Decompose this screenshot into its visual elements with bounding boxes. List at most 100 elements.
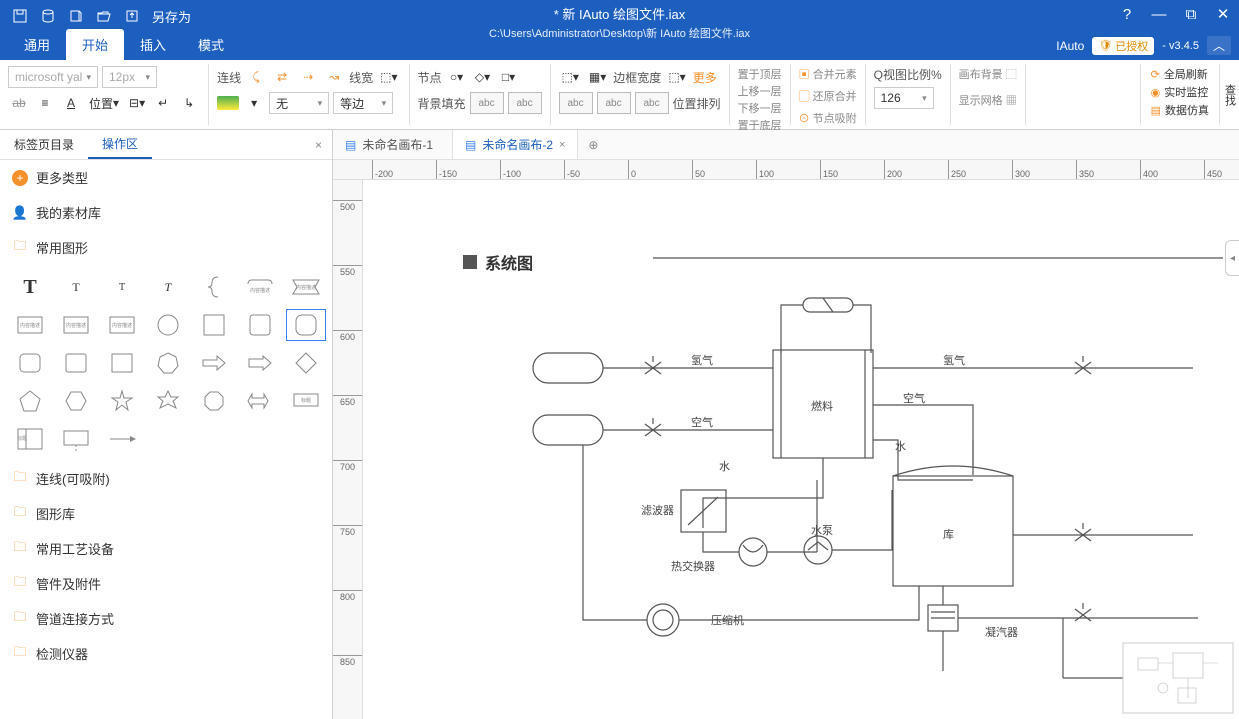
cat-equipment[interactable]: 🗀常用工艺设备 [0, 531, 332, 566]
tab-close-icon[interactable]: × [559, 139, 565, 151]
abc-box-1[interactable]: abc [470, 92, 504, 114]
shape-square[interactable] [194, 309, 234, 341]
realtime-button[interactable]: ◉实时监控 [1151, 84, 1209, 100]
node-style-3-icon[interactable]: □▾ [498, 66, 520, 88]
db-icon[interactable] [36, 4, 60, 28]
stroke-style-select[interactable]: 无 [269, 92, 329, 114]
search-button[interactable]: 查找 [1219, 64, 1239, 125]
more-types-item[interactable]: +更多类型 [0, 160, 332, 195]
border-width-dropdown[interactable]: ⬚▾ [665, 66, 688, 88]
node-style-2-icon[interactable]: ◇▾ [472, 66, 494, 88]
connector-4-icon[interactable]: ↝ [323, 66, 345, 88]
border-style-icon[interactable]: ▦▾ [586, 66, 609, 88]
cat-fittings[interactable]: 🗀管件及附件 [0, 566, 332, 601]
shape-arrow-right-2[interactable] [240, 347, 280, 379]
align-select[interactable]: 等边 [333, 92, 393, 114]
shape-hexagon[interactable] [56, 385, 96, 417]
line-width-dropdown[interactable]: ⬚▾ [377, 66, 400, 88]
shape-octagon[interactable] [194, 385, 234, 417]
minimap[interactable] [1123, 643, 1233, 713]
unmerge-button[interactable]: ▢ 还原合并 [799, 88, 857, 104]
save-as-button[interactable]: 另存为 [152, 7, 191, 26]
shape-box-2[interactable]: 内容描述 [56, 309, 96, 341]
shape-line-arrow[interactable] [102, 423, 142, 455]
shape-square-2[interactable] [102, 347, 142, 379]
my-library-item[interactable]: 👤我的素材库 [0, 195, 332, 230]
shape-split-box[interactable]: 标题 [10, 423, 50, 455]
cat-instruments[interactable]: 🗀检测仪器 [0, 636, 332, 671]
shape-dashed-box[interactable] [56, 423, 96, 455]
border-color-icon[interactable]: ⬚▾ [559, 66, 582, 88]
font-color-icon[interactable]: A [60, 92, 82, 114]
lp-close-icon[interactable]: × [305, 138, 332, 152]
shape-double-arrow[interactable] [240, 385, 280, 417]
shape-callout[interactable]: 标题 [286, 385, 326, 417]
doc-tab-2[interactable]: ▤未命名画布-2× [453, 130, 578, 159]
shape-text[interactable]: T [56, 271, 96, 303]
font-family-select[interactable]: microsoft yal [8, 66, 98, 88]
shape-box-1[interactable]: 内容描述 [10, 309, 50, 341]
z-down-button[interactable]: 下移一层 [738, 100, 782, 116]
global-refresh-button[interactable]: ⟳全局刷新 [1151, 66, 1209, 82]
shape-banner[interactable]: 内容描述 [286, 271, 326, 303]
cat-shape-lib[interactable]: 🗀图形库 [0, 496, 332, 531]
shape-bracket[interactable]: 内容描述 [240, 271, 280, 303]
v-align-icon[interactable]: ⊟▾ [126, 92, 148, 114]
abc-box-2[interactable]: abc [508, 92, 542, 114]
shape-text-small[interactable]: T [102, 271, 142, 303]
z-up-button[interactable]: 上移一层 [738, 83, 782, 99]
merge-button[interactable]: ▣ 合并元素 [799, 66, 857, 82]
shape-text-italic[interactable]: T [148, 271, 188, 303]
position-dropdown[interactable]: 位置▾ [86, 92, 122, 114]
shape-heptagon[interactable] [148, 347, 188, 379]
fill-none-icon[interactable]: ▾ [243, 92, 265, 114]
shape-rounded-4[interactable] [56, 347, 96, 379]
show-grid-button[interactable]: 显示网格 ▦ [959, 92, 1017, 108]
shape-arrow-right[interactable] [194, 347, 234, 379]
highlight-icon[interactable] [217, 96, 239, 110]
more-link[interactable]: 更多 [693, 69, 717, 86]
shape-star5[interactable] [102, 385, 142, 417]
strikethrough-icon[interactable]: ab [8, 92, 30, 114]
shape-circle[interactable] [148, 309, 188, 341]
lp-tab-toc[interactable]: 标签页目录 [0, 130, 88, 159]
cat-pipe-conn[interactable]: 🗀管道连接方式 [0, 601, 332, 636]
new-icon[interactable] [64, 4, 88, 28]
connector-1-icon[interactable]: ⤹ [245, 66, 267, 88]
view-ratio-select[interactable]: 126 [874, 87, 934, 109]
minimize-icon[interactable]: — [1149, 4, 1169, 24]
connector-3-icon[interactable]: ⇢ [297, 66, 319, 88]
menu-tab-mode[interactable]: 模式 [182, 29, 240, 60]
abc-box-4[interactable]: abc [597, 92, 631, 114]
canvas[interactable]: ◂ 系统图 [363, 180, 1239, 719]
export-icon[interactable] [120, 4, 144, 28]
abc-box-5[interactable]: abc [635, 92, 669, 114]
align-left-icon[interactable]: ≡ [34, 92, 56, 114]
shape-star6[interactable] [148, 385, 188, 417]
help-icon[interactable]: ? [1117, 4, 1137, 24]
doc-tab-1[interactable]: ▤未命名画布-1 [333, 130, 453, 159]
shape-brace-left[interactable] [194, 271, 234, 303]
open-icon[interactable] [92, 4, 116, 28]
cat-connectors[interactable]: 🗀连线(可吸附) [0, 461, 332, 496]
simulate-button[interactable]: ▤数据仿真 [1151, 102, 1209, 118]
menu-tab-start[interactable]: 开始 [66, 29, 124, 60]
canvas-bg-button[interactable]: 画布背景 ⬚ [959, 66, 1017, 82]
add-tab-button[interactable]: ⊕ [578, 138, 608, 152]
menu-tab-insert[interactable]: 插入 [124, 29, 182, 60]
shape-pentagon[interactable] [10, 385, 50, 417]
license-badge[interactable]: 🛡已授权 [1092, 37, 1154, 55]
pos-arrange-label[interactable]: 位置排列 [673, 95, 721, 112]
z-top-button[interactable]: 置于顶层 [738, 66, 782, 82]
lp-tab-workspace[interactable]: 操作区 [88, 130, 152, 159]
shape-text-bold[interactable]: T [10, 271, 50, 303]
snap-button[interactable]: ⊙ 节点吸附 [799, 110, 857, 126]
shape-box-3[interactable]: 内容描述 [102, 309, 142, 341]
font-size-select[interactable]: 12px [102, 66, 157, 88]
menu-tab-general[interactable]: 通用 [8, 29, 66, 60]
chevron-up-icon[interactable]: ︿ [1207, 36, 1231, 55]
shape-rounded-1[interactable] [240, 309, 280, 341]
shape-rounded-2[interactable] [286, 309, 326, 341]
rotate-right-icon[interactable]: ↳ [178, 92, 200, 114]
maximize-icon[interactable]: ⧉ [1181, 4, 1201, 24]
